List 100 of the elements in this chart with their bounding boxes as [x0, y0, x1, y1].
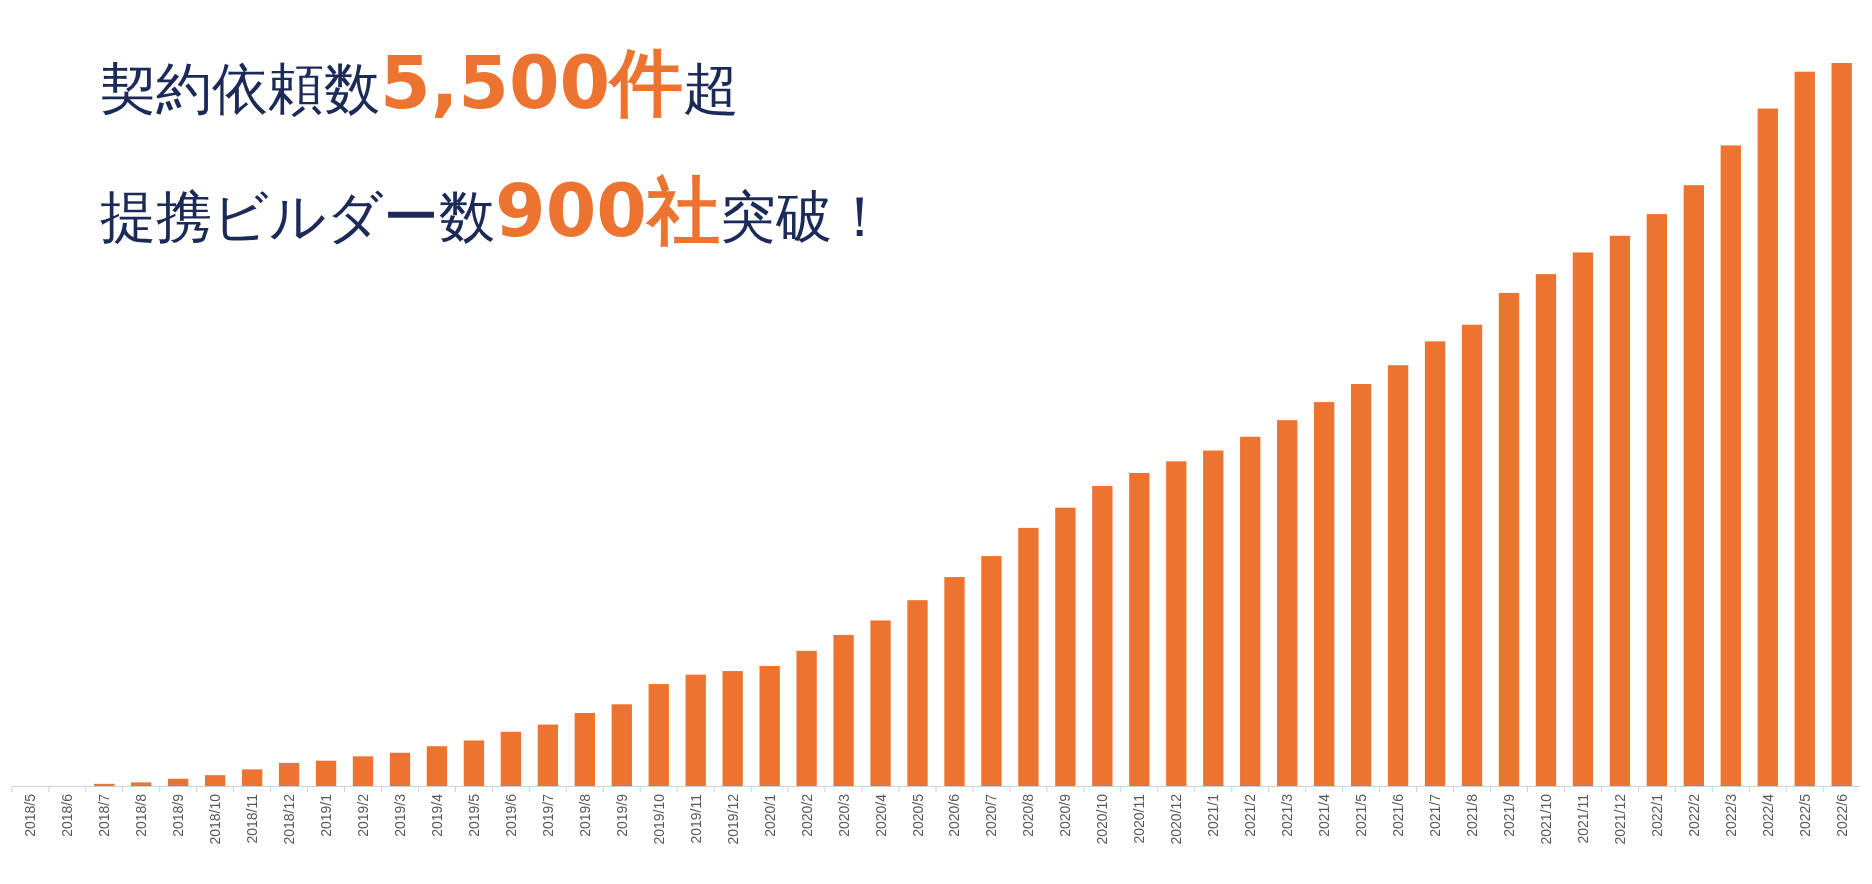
bar: [500, 731, 522, 786]
x-tick-label: 2022/4: [1759, 793, 1776, 837]
x-tick-label: 2021/10: [1537, 793, 1554, 845]
bar: [1018, 527, 1039, 786]
x-tick-label: 2021/5: [1353, 793, 1370, 837]
x-tick-label: 2019/1: [318, 793, 335, 837]
bar: [759, 665, 780, 786]
bar: [1535, 274, 1557, 786]
bar: [1609, 235, 1631, 786]
x-tick-label: 2021/4: [1316, 793, 1333, 837]
bar: [685, 674, 706, 786]
x-tick-label: 2019/10: [650, 793, 667, 845]
x-tick-label: 2020/1: [761, 793, 778, 837]
x-tick-label: 2022/6: [1833, 793, 1850, 837]
bar: [796, 650, 817, 786]
x-tick-label: 2020/10: [1094, 793, 1111, 845]
bar: [1720, 145, 1741, 786]
x-tick-label: 2021/7: [1427, 793, 1444, 837]
x-tick-label: 2018/7: [96, 793, 113, 837]
x-tick-label: 2019/3: [391, 793, 408, 837]
bar: [1129, 472, 1150, 786]
x-tick-label: 2019/4: [428, 793, 445, 837]
x-tick-label: 2020/5: [909, 793, 926, 837]
bar: [981, 556, 1002, 786]
bar: [722, 671, 743, 786]
x-tick-label: 2021/1: [1205, 793, 1222, 837]
x-tick-label: 2020/12: [1168, 793, 1185, 845]
bar: [870, 620, 891, 786]
bar: [1350, 384, 1372, 786]
x-tick-label: 2021/8: [1464, 793, 1481, 837]
bar: [833, 634, 854, 786]
bar: [1831, 63, 1852, 786]
x-tick-label: 2018/12: [281, 793, 298, 845]
bar: [204, 775, 226, 786]
bar: [574, 712, 595, 786]
bar: [1166, 461, 1187, 786]
bar: [241, 769, 263, 786]
bar: [1203, 450, 1224, 786]
bar: [611, 704, 632, 786]
x-tick-label: 2020/3: [835, 793, 852, 837]
bar: [1240, 436, 1261, 786]
bar: [944, 577, 965, 786]
x-tick-label: 2021/11: [1574, 793, 1591, 844]
x-tick-label: 2022/3: [1722, 793, 1739, 837]
bar: [1461, 324, 1483, 786]
x-tick-label: 2020/7: [983, 793, 1000, 837]
x-tick-label: 2019/7: [539, 793, 556, 837]
x-tick-label: 2020/8: [1020, 793, 1037, 837]
bar: [426, 746, 448, 786]
bar: [1646, 214, 1668, 786]
bar: [1313, 402, 1335, 786]
x-tick-label: 2021/3: [1279, 793, 1296, 837]
x-tick-label: 2018/11: [244, 793, 261, 844]
x-tick-label: 2020/11: [1131, 793, 1148, 844]
bar: [1683, 185, 1704, 786]
x-tick-label: 2019/2: [355, 793, 372, 837]
x-tick-label: 2020/6: [946, 793, 963, 837]
bar: [648, 684, 669, 786]
bar: [131, 782, 152, 786]
bar: [537, 724, 559, 786]
x-tick-label: 2018/6: [59, 793, 76, 837]
bar: [315, 760, 337, 786]
x-tick-label: 2020/2: [798, 793, 815, 837]
x-tick-label: 2021/9: [1500, 793, 1517, 837]
x-tick-label: 2019/9: [613, 793, 630, 837]
bar: [94, 783, 115, 786]
bar: [1572, 252, 1594, 786]
bar: [1794, 71, 1815, 786]
bar: [907, 600, 928, 786]
bar: [1092, 485, 1113, 786]
bar: [168, 778, 189, 786]
chart-title: 契約依頼数5,500件超: [100, 40, 740, 125]
x-tick-label: 2021/6: [1390, 793, 1407, 837]
bar: [278, 762, 300, 786]
bar: [389, 752, 411, 786]
x-tick-label: 2018/10: [207, 793, 224, 845]
x-tick-label: 2019/12: [724, 793, 741, 845]
bar: [1498, 292, 1520, 786]
bar: [1424, 341, 1446, 786]
x-tick-label: 2019/6: [502, 793, 519, 837]
bar: [1055, 507, 1076, 786]
x-tick-label: 2021/12: [1611, 793, 1628, 845]
x-tick-label: 2018/9: [170, 793, 187, 837]
text: 提携ビルダー数900社突破！: [100, 168, 888, 253]
x-tick-label: 2022/5: [1796, 793, 1813, 837]
x-tick-label: 2019/11: [687, 793, 704, 844]
bar: [1277, 420, 1298, 786]
x-tick-label: 2019/5: [465, 793, 482, 837]
bar: [1387, 365, 1409, 786]
x-tick-label: 2021/2: [1242, 793, 1259, 837]
x-tick-label: 2018/5: [22, 793, 39, 837]
x-tick-label: 2020/4: [872, 793, 889, 837]
x-tick-label: 2018/8: [133, 793, 150, 837]
x-tick-label: 2020/9: [1057, 793, 1074, 837]
bar: [1757, 108, 1778, 786]
x-tick-label: 2022/1: [1648, 793, 1665, 837]
bar: [352, 756, 374, 786]
x-tick-label: 2022/2: [1685, 793, 1702, 837]
bar: [463, 740, 485, 786]
x-tick-label: 2019/8: [576, 793, 593, 837]
